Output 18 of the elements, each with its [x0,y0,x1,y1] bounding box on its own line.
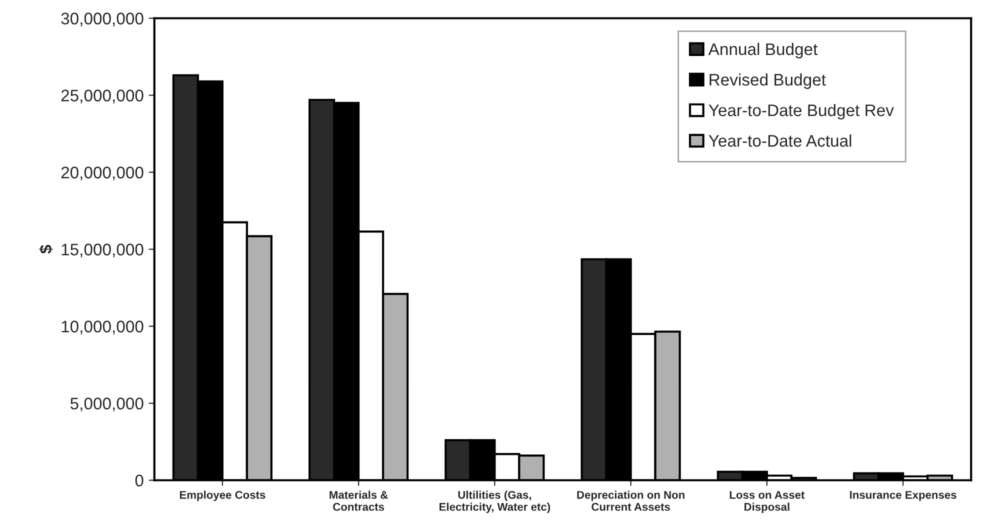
x-tick-label: Ultilities (Gas, Electricity, Water etc) [440,490,550,513]
y-tick-label: 10,000,000 [62,320,144,334]
legend-label: Annual Budget [708,42,818,58]
y-tick-label: 5,000,000 [70,398,144,412]
y-tick-label: 0 [135,474,144,486]
y-tick-label: 15,000,000 [62,244,144,258]
x-tick-label: Depreciation on Non Current Assets [577,490,684,511]
y-tick-label: 30,000,000 [61,12,144,26]
x-tick-label: Employee Costs [180,490,266,502]
x-tick-label: Insurance Expenses [850,491,956,502]
y-tick-label: 20,000,000 [61,166,144,180]
y-tick-label: 25,000,000 [61,90,144,104]
legend-label: Year-to-Date Actual [708,134,852,147]
legend-label: Year-to-Date Budget Rev [708,104,894,120]
x-tick-label: Materials & Contracts [330,490,388,511]
x-tick-label: Loss on Asset Disposal [730,491,805,513]
legend-label: Revised Budget [710,73,826,89]
y-axis-title: $ [39,244,53,254]
